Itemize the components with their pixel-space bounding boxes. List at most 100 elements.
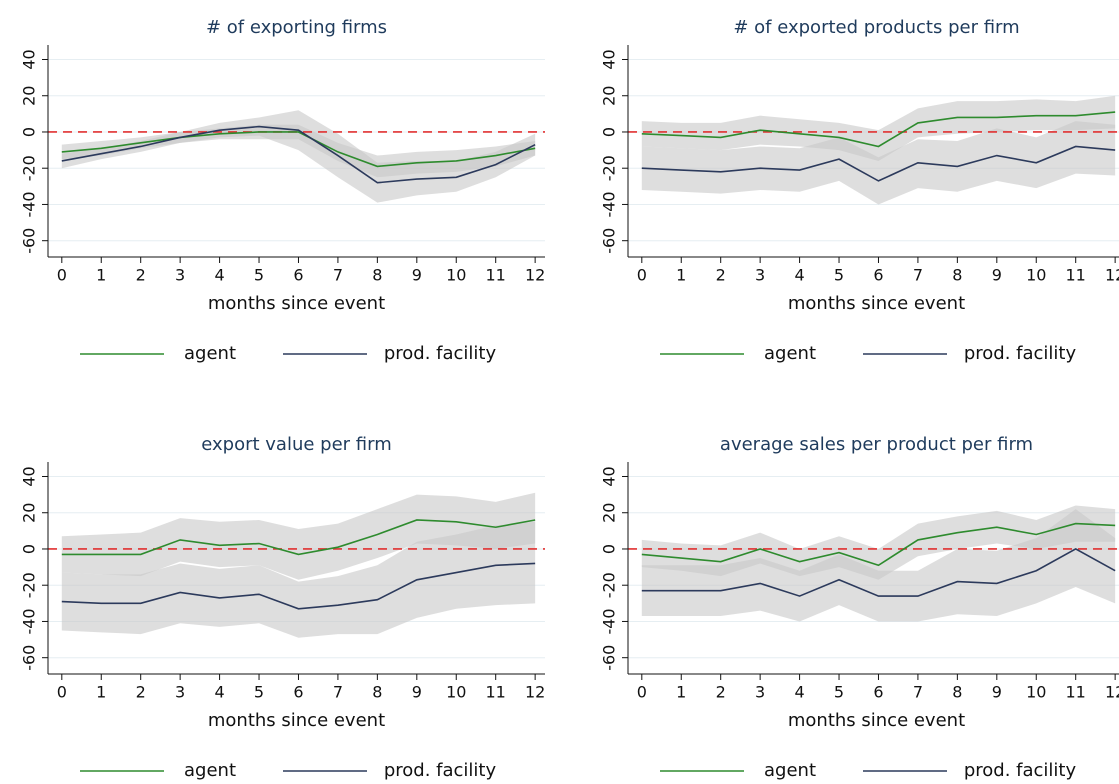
x-tick-label: 6 [873,266,883,285]
confidence-band [641,95,1116,161]
x-tick-label: 10 [446,266,466,285]
x-tick-label: 3 [175,266,185,285]
legend-label: prod. facility [964,343,1077,364]
x-tick-label: 11 [486,683,506,702]
y-tick-label: -60 [20,645,39,671]
chart-title: export value per firm [201,434,392,455]
x-tick-label: 10 [1026,266,1046,285]
x-tick-label: 4 [794,266,804,285]
chart-title: # of exported products per firm [733,17,1019,38]
x-tick-label: 12 [525,683,545,702]
x-axis-label: months since event [208,710,385,731]
legend-label: prod. facility [384,343,497,364]
legend-label: agent [184,343,236,364]
y-tick-label: -60 [20,228,39,254]
x-tick-label: 1 [676,683,686,702]
y-tick-label: 20 [20,503,39,523]
y-tick-label: 20 [20,86,39,106]
y-tick-label: 40 [20,49,39,69]
x-tick-label: 0 [57,266,67,285]
series-line [61,125,536,184]
x-tick-label: 4 [214,683,224,702]
x-tick-label: 5 [254,683,264,702]
x-tick-label: 2 [716,266,726,285]
x-tick-label: 7 [913,683,923,702]
x-tick-label: 5 [834,683,844,702]
y-tick-label: -20 [600,572,619,598]
y-tick-label: 0 [600,127,619,137]
y-tick-label: 40 [20,466,39,486]
x-tick-label: 4 [794,683,804,702]
y-tick-label: -60 [600,645,619,671]
x-tick-label: 2 [136,266,146,285]
x-tick-label: 9 [412,683,422,702]
x-tick-label: 9 [412,266,422,285]
series-line [641,111,1116,148]
x-tick-label: 7 [333,266,343,285]
confidence-band [61,492,536,580]
y-tick-label: -40 [20,608,39,634]
legend-label: prod. facility [384,760,497,781]
x-tick-label: 8 [952,266,962,285]
x-tick-label: 0 [637,266,647,285]
panel: # of exported products per firm40200-20-… [600,17,1119,364]
series-line [641,145,1116,182]
x-tick-label: 5 [254,266,264,285]
x-tick-label: 1 [96,266,106,285]
y-tick-label: -20 [600,155,619,181]
legend-label: agent [764,760,816,781]
confidence-band [641,509,1116,622]
x-tick-label: 6 [293,266,303,285]
x-tick-label: 12 [1105,266,1119,285]
y-tick-label: 0 [20,544,39,554]
panel: average sales per product per firm40200-… [600,434,1119,781]
x-tick-label: 3 [755,683,765,702]
y-tick-label: -60 [600,228,619,254]
x-axis-label: months since event [208,293,385,314]
x-tick-label: 11 [1066,266,1086,285]
y-tick-label: 20 [600,503,619,523]
chart-title: average sales per product per firm [720,434,1033,455]
y-tick-label: -20 [20,155,39,181]
confidence-band [61,521,536,638]
x-tick-label: 3 [175,683,185,702]
x-tick-label: 10 [446,683,466,702]
x-tick-label: 6 [293,683,303,702]
legend-label: agent [184,760,236,781]
confidence-band [641,121,1116,205]
x-tick-label: 1 [96,683,106,702]
x-tick-label: 7 [333,683,343,702]
x-tick-label: 8 [372,683,382,702]
series-line [61,562,536,610]
x-tick-label: 12 [1105,683,1119,702]
chart-title: # of exporting firms [206,17,387,38]
x-tick-label: 7 [913,266,923,285]
x-tick-label: 11 [1066,683,1086,702]
x-tick-label: 0 [637,683,647,702]
series-line [641,522,1116,567]
x-tick-label: 3 [755,266,765,285]
x-tick-label: 9 [992,683,1002,702]
y-tick-label: 40 [600,49,619,69]
series-line [61,519,536,556]
x-tick-label: 4 [214,266,224,285]
x-tick-label: 12 [525,266,545,285]
y-tick-label: -40 [600,608,619,634]
x-tick-label: 0 [57,683,67,702]
y-tick-label: 40 [600,466,619,486]
x-tick-label: 1 [676,266,686,285]
x-axis-label: months since event [788,293,965,314]
x-tick-label: 5 [834,266,844,285]
x-tick-label: 8 [372,266,382,285]
x-tick-label: 11 [486,266,506,285]
y-tick-label: 0 [600,544,619,554]
x-tick-label: 6 [873,683,883,702]
series-line [61,131,536,168]
legend-label: agent [764,343,816,364]
y-tick-label: 20 [600,86,619,106]
x-tick-label: 8 [952,683,962,702]
